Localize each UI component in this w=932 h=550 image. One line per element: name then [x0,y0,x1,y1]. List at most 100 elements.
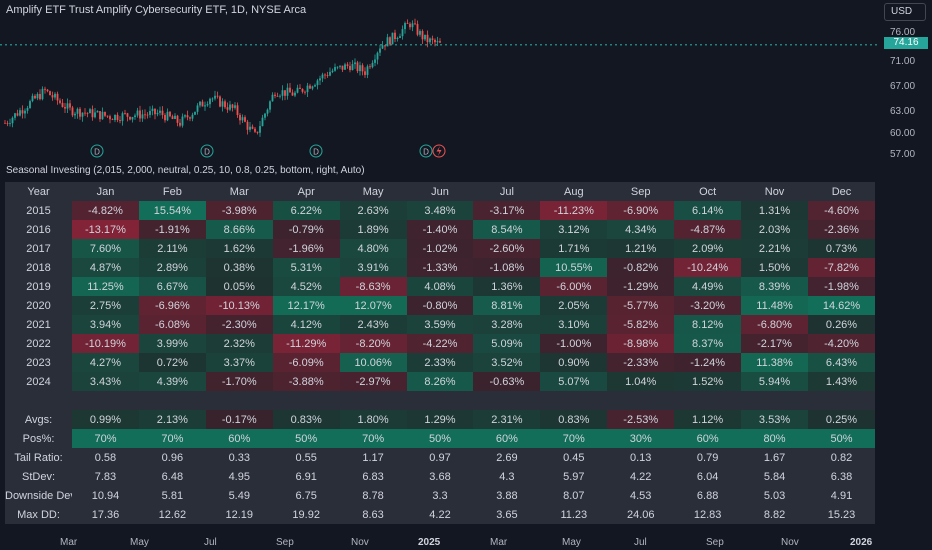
table-cell: 1.71% [540,239,608,258]
candle-body [439,41,441,43]
table-cell: 6.67% [138,277,206,296]
table-cell: 8.81% [473,296,541,315]
table-cell: 3.3 [406,486,474,505]
candle-body [34,95,36,99]
candle-body [426,34,429,43]
header-month: Oct [674,182,742,201]
table-cell: -3.20% [674,296,742,315]
table-cell: -2.60% [473,239,541,258]
table-cell: -0.17% [205,410,273,429]
candle-body [21,110,24,114]
table-header-row: Year Jan Feb Mar Apr May Jun Jul Aug Sep Oct Nov Dec [5,182,875,201]
table-cell: 4.22 [406,505,474,524]
row-label: 2024 [5,372,73,391]
candle-body [394,32,396,40]
candle-body [266,109,269,114]
table-cell: 1.36% [473,277,541,296]
candle-body [319,78,321,81]
table-cell: 1.29% [406,410,474,429]
candle-body [321,74,324,79]
table-row: 2021 3.94% -6.08% -2.30% 4.12% 2.43% 3.59% 3.28… [5,315,875,334]
table-cell: 2.05% [540,296,608,315]
candle-body [416,23,419,35]
header-month: Feb [138,182,206,201]
table-cell: 2.43% [339,315,407,334]
candle-body [381,45,384,49]
table-cell: -8.20% [339,334,407,353]
currency-button[interactable]: USD [884,3,926,21]
table-cell: 4.95 [205,467,273,486]
time-axis-label: May [562,537,581,548]
table-cell: 4.87% [72,258,139,277]
table-cell: 2.89% [138,258,206,277]
candle-body [259,126,261,133]
table-cell: -0.80% [406,296,474,315]
table-cell: 5.09% [473,334,541,353]
candle-body [339,65,341,67]
table-cell: 1.62% [205,239,273,258]
candle-body [126,113,129,117]
table-cell: 4.22 [607,467,675,486]
table-cell: -1.98% [807,277,875,296]
table-cell: 1.17 [339,448,407,467]
candle-body [434,39,436,43]
candle-body [116,114,119,121]
time-axis-label: Sep [276,537,294,548]
table-row: 2015 -4.82% 15.54% -3.98% 6.22% 2.63% 3.48% -3.… [5,201,875,220]
candle-body [204,105,206,107]
table-cell: 5.07% [540,372,608,391]
candle-body [386,37,389,47]
table-cell: -1.70% [205,372,273,391]
indicator-title[interactable]: Seasonal Investing (2,015, 2,000, neutra… [6,165,365,176]
table-cell: 70% [72,429,139,448]
table-cell: 4.49% [674,277,742,296]
candle-body [191,114,194,119]
candle-body [174,115,176,119]
table-cell: -11.29% [272,334,340,353]
table-cell: -10.24% [674,258,742,277]
table-row: 2024 3.43% 4.39% -1.70% -3.88% -2.97% 8.26% -0.… [5,372,875,391]
candle-body [304,91,306,93]
candle-body [366,66,369,75]
table-cell: 5.49 [205,486,273,505]
table-cell: 3.65 [473,505,541,524]
table-row: 2020 2.75% -6.96% -10.13% 12.17% 12.07% -0.80%… [5,296,875,315]
row-label: Avgs: [5,410,73,429]
time-axis-label: 2025 [418,537,441,548]
table-cell: 0.33 [205,448,273,467]
table-cell: 8.66% [205,220,273,239]
table-cell: 0.73% [807,239,875,258]
candle-body [336,66,339,68]
table-row: 2017 7.60% 2.11% 1.62% -1.96% 4.80% -1.02% -2.6… [5,239,875,258]
lightning-icon [436,146,442,156]
time-axis-label: Nov [351,537,369,548]
candle-body [404,23,406,30]
candle-body [91,109,94,118]
table-cell: 3.28% [473,315,541,334]
table-cell: 0.05% [205,277,273,296]
table-cell: 0.83% [540,410,608,429]
table-cell: -10.13% [205,296,273,315]
candle-body [224,101,226,108]
table-cell: 0.58 [72,448,139,467]
candle-body [11,117,14,124]
candle-body [76,108,79,114]
table-row: Pos%: 70% 70% 60% 50% 70% 50% 60% 70% 30% 60% 80% 50… [5,429,875,448]
candle-body [309,85,311,89]
table-cell: 6.75 [272,486,340,505]
table-cell: 1.50% [741,258,808,277]
candle-body [251,126,254,129]
table-cell: 4.52% [272,277,340,296]
candle-body [9,123,11,125]
table-row: 2018 4.87% 2.89% 0.38% 5.31% 3.91% -1.33% -1.08… [5,258,875,277]
table-cell: -4.22% [406,334,474,353]
table-cell: 3.94% [72,315,139,334]
table-cell: 3.53% [741,410,808,429]
dividend-marker-icon: D [90,144,104,158]
candle-body [14,113,16,118]
table-cell: 5.81 [138,486,206,505]
candle-body [311,86,314,89]
candle-body [419,31,421,35]
candle-body [151,108,154,111]
price-chart[interactable]: Amplify ETF Trust Amplify Cybersecurity … [0,0,932,165]
